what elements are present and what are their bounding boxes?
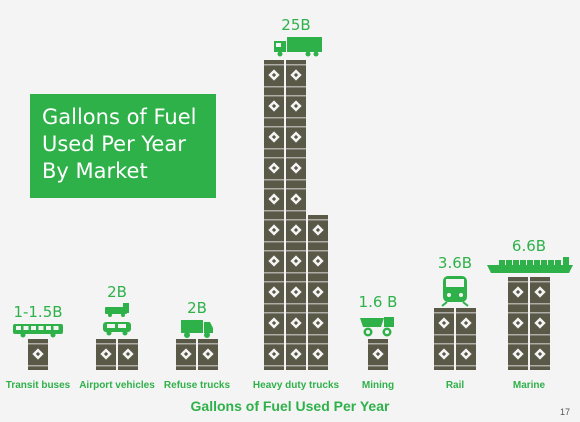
barrel-mark [456,308,476,339]
barrel-mark [434,308,454,339]
value-label: 3.6B [438,254,472,272]
barrel-mark [28,339,48,370]
category-label: Transit buses [6,380,71,391]
barrel-mark [286,91,306,122]
barrel-mark [264,184,284,215]
category-label: Refuse trucks [164,380,231,391]
barrel-mark [508,308,528,339]
value-label: 1-1.5B [13,303,62,321]
category-label: Marine [513,380,546,391]
bar-group-airport-vehicles: 2B Airport vehicles [79,283,155,391]
bus-icon [13,324,63,338]
mining-truck-icon [360,317,394,337]
barrel-column [308,215,328,370]
category-label: Mining [362,380,394,391]
barrel-mark [530,277,550,308]
value-label: 6.6B [512,237,546,255]
barrel-mark [286,246,306,277]
bar-group-rail: 3.6B Rail [434,254,476,391]
bar-group-heavy-duty-trucks: 25B Heavy duty trucks [253,16,340,391]
barrel-column [96,339,116,370]
barrel-column [286,60,306,370]
barrel-mark [286,277,306,308]
barrel-column [530,277,550,370]
barrel-mark [286,308,306,339]
locomotive-icon [441,276,469,307]
bar-group-refuse-trucks: 2B Refuse trucks [164,299,231,391]
barrel-mark [286,215,306,246]
barrel-mark [264,246,284,277]
barrel-mark [198,339,218,370]
chart-title-box: Gallons of Fuel Used Per Year By Market [30,94,216,198]
barrel-mark [96,339,116,370]
barrel-mark [308,246,328,277]
barrel-mark [176,339,196,370]
barrel-mark [456,339,476,370]
bar-group-mining: 1.6 B Mining [359,293,398,391]
barrel-column [118,339,138,370]
bar-group-transit-buses: 1-1.5B Transit buses [6,303,71,391]
barrel-mark [286,122,306,153]
barrel-mark [264,308,284,339]
barrel-mark [286,339,306,370]
barrel-column [508,277,528,370]
barrel-mark [308,215,328,246]
airport-vehicle-icon [103,303,131,336]
value-label: 2B [187,299,207,317]
barrel-column [264,60,284,370]
bar-group-marine: 6.6B Marine [487,237,573,391]
barrel-mark [368,339,388,370]
value-label: 25B [281,16,310,34]
barrel-column [28,339,48,370]
barrel-mark [286,153,306,184]
chart-subtitle: Gallons of Fuel Used Per Year [190,398,390,414]
barrel-mark [308,277,328,308]
barrel-mark [286,60,306,91]
category-label: Heavy duty trucks [253,380,340,391]
category-label: Airport vehicles [79,380,155,391]
barrel-mark [264,339,284,370]
barrel-mark [286,184,306,215]
barrel-column [198,339,218,370]
barrel-mark [264,277,284,308]
barrel-mark [308,308,328,339]
barrel-mark [264,60,284,91]
barrel-mark [508,277,528,308]
barrel-mark [264,91,284,122]
barrel-column [368,339,388,370]
cargo-ship-icon [487,257,573,273]
value-label: 2B [107,283,127,301]
refuse-truck-icon [181,320,213,338]
barrel-mark [264,122,284,153]
barrel-mark [530,339,550,370]
barrel-mark [118,339,138,370]
barrel-mark [530,308,550,339]
title-line-1: Gallons of Fuel [42,105,197,129]
barrel-mark [264,153,284,184]
barrel-column [176,339,196,370]
barrel-mark [434,339,454,370]
value-label: 1.6 B [359,293,398,311]
title-line-2: Used Per Year [42,132,186,156]
semi-truck-icon [274,37,322,57]
barrel-mark [308,339,328,370]
page-number: 17 [559,407,570,417]
category-label: Rail [446,380,465,391]
barrel-mark [264,215,284,246]
barrel-mark [508,339,528,370]
barrel-column [434,308,454,370]
title-line-3: By Market [42,159,148,183]
barrel-column [456,308,476,370]
